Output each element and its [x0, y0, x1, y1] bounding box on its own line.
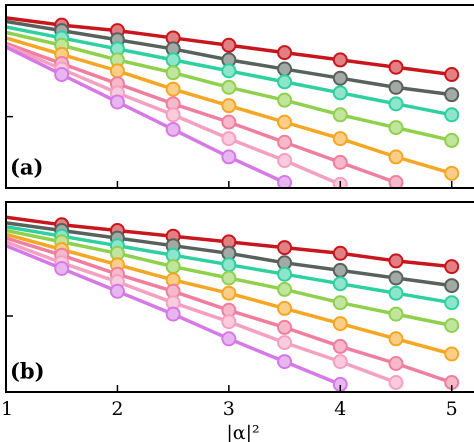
data-point	[221, 149, 237, 165]
data-point	[277, 281, 293, 297]
data-point	[332, 262, 348, 278]
data-point	[444, 346, 460, 362]
data-point	[277, 175, 293, 188]
data-point	[332, 316, 348, 332]
data-point	[444, 278, 460, 294]
data-point	[388, 96, 404, 112]
data-point	[332, 295, 348, 311]
data-point	[332, 354, 348, 370]
data-point	[388, 306, 404, 322]
data-point	[277, 266, 293, 282]
x-tick-label: 5	[446, 398, 458, 420]
data-point	[165, 107, 181, 123]
data-point	[388, 285, 404, 301]
data-point	[277, 61, 293, 77]
axes-frame	[5, 4, 474, 189]
data-point	[388, 120, 404, 136]
data-point	[332, 338, 348, 354]
data-point	[332, 276, 348, 292]
data-point	[277, 354, 293, 370]
data-point	[109, 283, 125, 299]
data-point	[444, 67, 460, 83]
data-point	[444, 295, 460, 311]
data-point	[388, 356, 404, 371]
x-tick-label: 4	[334, 398, 346, 420]
data-point	[277, 45, 293, 61]
data-point	[388, 253, 404, 269]
data-point	[332, 107, 348, 123]
data-point	[165, 121, 181, 137]
data-point	[221, 79, 237, 95]
data-point	[221, 37, 237, 53]
data-point	[109, 63, 125, 79]
data-point	[277, 114, 293, 130]
data-point	[444, 259, 460, 275]
data-point	[332, 131, 348, 147]
data-point	[388, 331, 404, 347]
axes-frame	[5, 201, 474, 393]
plot-area	[6, 16, 460, 188]
data-point	[165, 65, 181, 81]
data-point	[221, 331, 237, 347]
x-tick-label: 1	[1, 398, 13, 420]
data-point	[54, 261, 70, 276]
plot-area	[6, 215, 460, 392]
data-point	[388, 79, 404, 95]
data-point	[332, 154, 348, 170]
data-point	[332, 52, 348, 68]
panel-label: (b)	[10, 359, 45, 384]
data-point	[109, 94, 125, 110]
data-point	[388, 175, 404, 188]
data-point	[221, 98, 237, 114]
data-point	[221, 114, 237, 130]
data-point	[165, 259, 181, 275]
data-point	[332, 245, 348, 261]
data-point	[165, 81, 181, 97]
panel-label: (a)	[10, 155, 43, 180]
data-point	[444, 132, 460, 148]
data-point	[54, 67, 70, 83]
data-point	[444, 318, 460, 333]
data-point	[221, 131, 237, 147]
data-point	[277, 153, 293, 169]
data-point	[332, 85, 348, 101]
data-point	[388, 59, 404, 75]
data-point	[388, 149, 404, 165]
data-point	[221, 285, 237, 301]
data-point	[277, 300, 293, 316]
data-point	[277, 92, 293, 108]
x-axis-label: |α|²	[226, 422, 259, 442]
data-point	[444, 107, 460, 123]
data-point	[221, 257, 237, 273]
data-point	[332, 70, 348, 86]
data-point	[165, 306, 181, 322]
x-tick-label: 3	[223, 398, 235, 420]
data-point	[221, 63, 237, 79]
data-point	[388, 270, 404, 286]
data-point	[277, 134, 293, 150]
data-point	[277, 74, 293, 90]
data-point	[221, 270, 237, 286]
series-line	[6, 41, 397, 185]
data-point	[444, 87, 460, 103]
data-point	[277, 319, 293, 335]
data-point	[444, 165, 460, 181]
data-point	[388, 375, 404, 390]
x-tick-label: 2	[111, 398, 123, 420]
series-line	[6, 240, 397, 385]
series-line	[6, 45, 286, 185]
data-point	[277, 240, 293, 256]
data-point	[277, 335, 293, 351]
data-point	[165, 52, 181, 68]
data-point	[221, 314, 237, 330]
